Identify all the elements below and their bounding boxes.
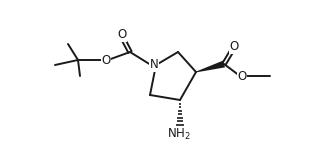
Text: NH$_2$: NH$_2$ xyxy=(167,126,191,142)
Text: O: O xyxy=(117,29,127,42)
Polygon shape xyxy=(196,61,225,72)
Text: O: O xyxy=(229,41,239,53)
Text: O: O xyxy=(101,53,111,67)
Text: O: O xyxy=(237,70,246,83)
Text: N: N xyxy=(150,58,158,72)
